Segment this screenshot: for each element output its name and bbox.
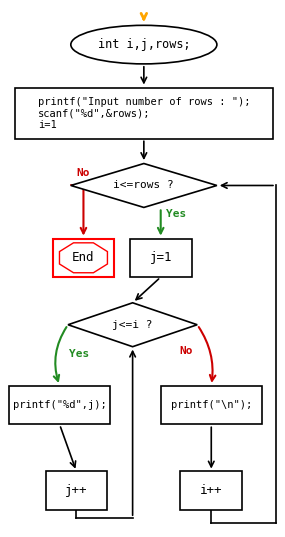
Polygon shape (71, 164, 217, 207)
Text: i<=rows ?: i<=rows ? (113, 180, 174, 191)
Polygon shape (68, 303, 197, 347)
FancyBboxPatch shape (15, 88, 273, 139)
FancyBboxPatch shape (46, 471, 107, 510)
Text: No: No (179, 346, 193, 356)
Text: j++: j++ (65, 484, 88, 497)
Text: Yes: Yes (69, 349, 89, 359)
Text: j=1: j=1 (149, 251, 172, 264)
Text: End: End (72, 251, 95, 264)
Text: Yes: Yes (166, 209, 186, 219)
Ellipse shape (71, 25, 217, 64)
FancyBboxPatch shape (130, 238, 192, 277)
Text: printf("%d",j);: printf("%d",j); (13, 400, 107, 410)
Text: i++: i++ (200, 484, 223, 497)
FancyBboxPatch shape (52, 238, 114, 277)
Text: j<=i ?: j<=i ? (112, 320, 153, 330)
FancyBboxPatch shape (180, 471, 242, 510)
Text: No: No (76, 168, 89, 178)
FancyBboxPatch shape (161, 386, 262, 424)
Text: printf("Input number of rows : ");
scanf("%d",&rows);
i=1: printf("Input number of rows : "); scanf… (38, 97, 250, 130)
Text: printf("\n");: printf("\n"); (171, 400, 252, 410)
FancyBboxPatch shape (9, 386, 110, 424)
Text: int i,j,rows;: int i,j,rows; (97, 38, 190, 51)
